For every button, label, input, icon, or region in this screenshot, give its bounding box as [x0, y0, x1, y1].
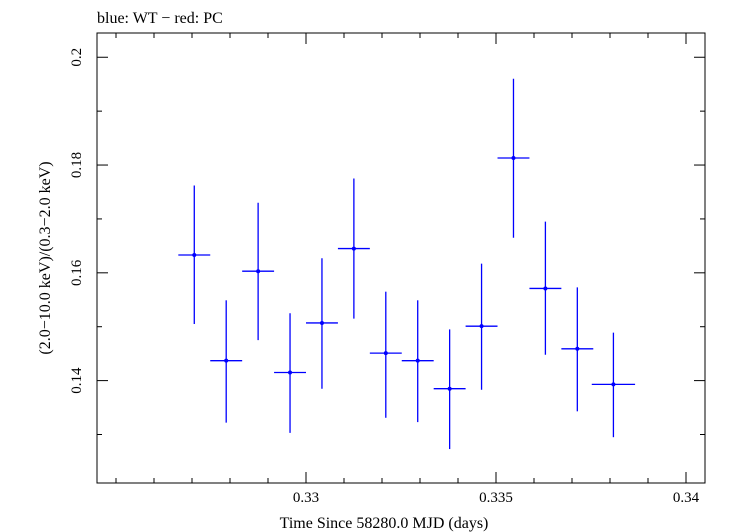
plot-frame [96, 32, 706, 484]
tick-marks [97, 33, 705, 483]
data-point [401, 300, 434, 423]
point-marker [319, 320, 324, 325]
data-point [306, 258, 338, 389]
point-marker [192, 253, 197, 258]
data-point [529, 221, 562, 355]
y-axis-label: (2.0−10.0 keV)/(0.3−2.0 keV) [37, 161, 54, 354]
point-marker [479, 324, 484, 329]
point-marker [256, 269, 261, 274]
data-point [465, 263, 498, 390]
x-tick-label: 0.335 [479, 490, 513, 506]
data-points [178, 78, 636, 450]
data-point [369, 291, 402, 418]
chart-title: blue: WT − red: PC [97, 10, 223, 27]
data-point [178, 185, 211, 325]
y-tick-label: 0.2 [69, 48, 85, 67]
data-point [337, 178, 370, 319]
point-marker [383, 351, 388, 356]
data-point [210, 300, 243, 423]
point-marker [511, 156, 516, 161]
y-tick-label: 0.16 [69, 259, 85, 286]
data-point [274, 313, 306, 433]
x-tick-label: 0.34 [673, 490, 700, 506]
point-marker [543, 286, 548, 291]
point-marker [351, 246, 356, 251]
data-point [242, 202, 275, 341]
point-marker [415, 358, 420, 363]
data-point [591, 332, 636, 438]
data-point [433, 329, 466, 450]
data-point [561, 287, 594, 412]
point-marker [447, 386, 452, 391]
data-point [497, 78, 530, 238]
y-tick-label: 0.14 [69, 367, 85, 394]
point-marker [288, 370, 293, 375]
x-axis-label: Time Since 58280.0 MJD (days) [280, 515, 489, 532]
y-tick-label: 0.18 [69, 152, 85, 178]
tick-labels: 0.33 0.335 0.34 0.14 0.16 0.18 0.2 [69, 48, 700, 506]
x-tick-label: 0.33 [293, 490, 319, 506]
point-marker [611, 382, 616, 387]
point-marker [224, 358, 229, 363]
point-marker [575, 346, 580, 351]
